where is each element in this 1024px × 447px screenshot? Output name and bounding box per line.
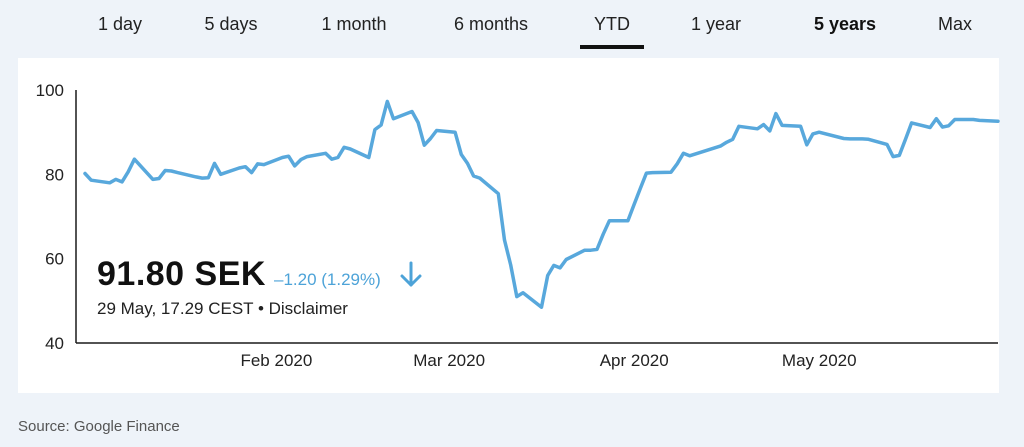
x-tick-label: Apr 2020 bbox=[600, 351, 669, 370]
tab-5-years[interactable]: 5 years bbox=[813, 14, 877, 34]
tab-1-year[interactable]: 1 year bbox=[690, 14, 742, 34]
tab-1-day[interactable]: 1 day bbox=[97, 14, 143, 34]
x-tick-label: Mar 2020 bbox=[413, 351, 485, 370]
current-price: 91.80 SEK bbox=[97, 255, 266, 293]
arrow-down-icon bbox=[400, 261, 422, 287]
chart-panel bbox=[18, 58, 999, 393]
price-timestamp: 29 May, 17.29 CEST • Disclaimer bbox=[97, 299, 348, 318]
y-tick-labels: 40 60 80 100 bbox=[36, 81, 64, 353]
y-tick-label: 60 bbox=[45, 250, 64, 269]
x-tick-label: Feb 2020 bbox=[240, 351, 312, 370]
tab-ytd[interactable]: YTD bbox=[594, 14, 630, 34]
tab-5-days[interactable]: 5 days bbox=[204, 14, 258, 34]
price-change: –1.20 (1.29%) bbox=[274, 270, 381, 289]
price-series-line bbox=[83, 99, 1000, 309]
x-tick-labels: Feb 2020 Mar 2020 Apr 2020 May 2020 bbox=[240, 351, 856, 370]
tab-1-month[interactable]: 1 month bbox=[321, 14, 387, 34]
tab-max[interactable]: Max bbox=[937, 14, 972, 34]
y-tick-label: 100 bbox=[36, 81, 64, 100]
source-note: Source: Google Finance bbox=[18, 418, 180, 435]
timeframe-tabs: 1 day 5 days 1 month 6 months YTD 1 year… bbox=[0, 0, 1024, 56]
price-summary: 91.80 SEK –1.20 (1.29%) bbox=[97, 255, 422, 294]
y-tick-label: 40 bbox=[45, 334, 64, 353]
selected-tab-underline bbox=[580, 45, 644, 49]
y-tick-label: 80 bbox=[45, 165, 64, 184]
tab-6-months[interactable]: 6 months bbox=[453, 14, 529, 34]
x-tick-label: May 2020 bbox=[782, 351, 857, 370]
